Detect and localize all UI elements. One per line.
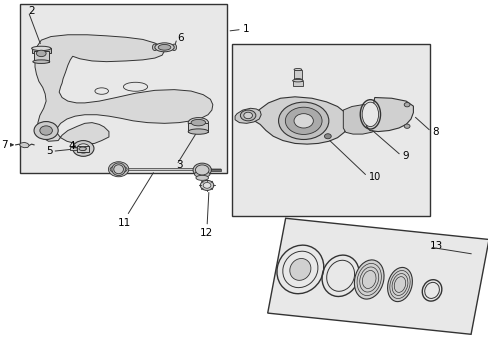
Bar xyxy=(188,123,208,132)
Ellipse shape xyxy=(188,129,208,134)
Bar xyxy=(70,147,82,149)
Ellipse shape xyxy=(158,44,170,50)
Text: 3: 3 xyxy=(176,160,183,170)
Circle shape xyxy=(293,114,313,128)
Bar xyxy=(292,81,303,86)
Ellipse shape xyxy=(33,60,50,63)
Bar xyxy=(232,44,429,216)
Ellipse shape xyxy=(79,147,86,150)
Bar xyxy=(20,4,227,173)
Circle shape xyxy=(285,107,322,134)
Ellipse shape xyxy=(110,166,127,173)
Ellipse shape xyxy=(171,44,176,50)
Bar xyxy=(210,168,220,171)
Ellipse shape xyxy=(240,110,255,121)
Ellipse shape xyxy=(193,163,211,177)
Ellipse shape xyxy=(194,171,209,177)
Circle shape xyxy=(80,146,86,150)
Ellipse shape xyxy=(362,102,378,127)
Ellipse shape xyxy=(114,165,123,174)
Circle shape xyxy=(203,183,210,188)
Ellipse shape xyxy=(37,50,46,57)
Circle shape xyxy=(404,103,409,107)
Circle shape xyxy=(404,124,409,129)
Ellipse shape xyxy=(244,112,252,119)
Bar xyxy=(77,145,88,152)
Ellipse shape xyxy=(293,78,301,81)
Ellipse shape xyxy=(155,43,174,52)
Ellipse shape xyxy=(195,165,208,175)
Text: 13: 13 xyxy=(428,241,442,251)
Circle shape xyxy=(34,122,58,139)
Ellipse shape xyxy=(188,118,208,128)
Text: 1: 1 xyxy=(243,24,249,34)
Ellipse shape xyxy=(123,82,147,91)
Text: 4: 4 xyxy=(68,141,75,151)
Text: 2: 2 xyxy=(28,6,35,17)
Text: 9: 9 xyxy=(402,151,408,161)
Text: 8: 8 xyxy=(432,127,438,137)
Circle shape xyxy=(40,126,52,135)
Polygon shape xyxy=(35,35,212,144)
Polygon shape xyxy=(267,218,488,334)
Ellipse shape xyxy=(289,258,310,280)
Text: 6: 6 xyxy=(177,33,183,43)
Bar xyxy=(34,51,48,62)
Ellipse shape xyxy=(108,162,128,177)
Ellipse shape xyxy=(152,44,157,50)
Bar xyxy=(120,168,200,170)
Text: 11: 11 xyxy=(118,218,131,228)
Ellipse shape xyxy=(32,46,51,50)
Ellipse shape xyxy=(387,267,411,302)
Ellipse shape xyxy=(112,163,125,176)
Ellipse shape xyxy=(293,68,301,71)
Circle shape xyxy=(278,102,328,139)
Polygon shape xyxy=(235,108,261,123)
Ellipse shape xyxy=(282,251,317,288)
Text: 5: 5 xyxy=(46,146,52,156)
Circle shape xyxy=(324,134,330,139)
Text: 10: 10 xyxy=(367,172,380,182)
Polygon shape xyxy=(343,105,386,134)
Text: 12: 12 xyxy=(199,228,212,238)
Polygon shape xyxy=(366,98,412,132)
Ellipse shape xyxy=(95,88,108,94)
Circle shape xyxy=(77,144,89,153)
Ellipse shape xyxy=(292,80,303,82)
Ellipse shape xyxy=(354,260,383,299)
Polygon shape xyxy=(20,142,29,148)
Bar xyxy=(32,48,51,53)
Ellipse shape xyxy=(196,175,208,180)
Bar xyxy=(293,69,301,80)
Circle shape xyxy=(73,140,94,156)
Circle shape xyxy=(200,180,213,190)
Ellipse shape xyxy=(191,120,205,126)
Ellipse shape xyxy=(326,260,354,291)
Ellipse shape xyxy=(424,282,439,298)
Polygon shape xyxy=(251,97,347,144)
Text: 7: 7 xyxy=(1,140,8,150)
